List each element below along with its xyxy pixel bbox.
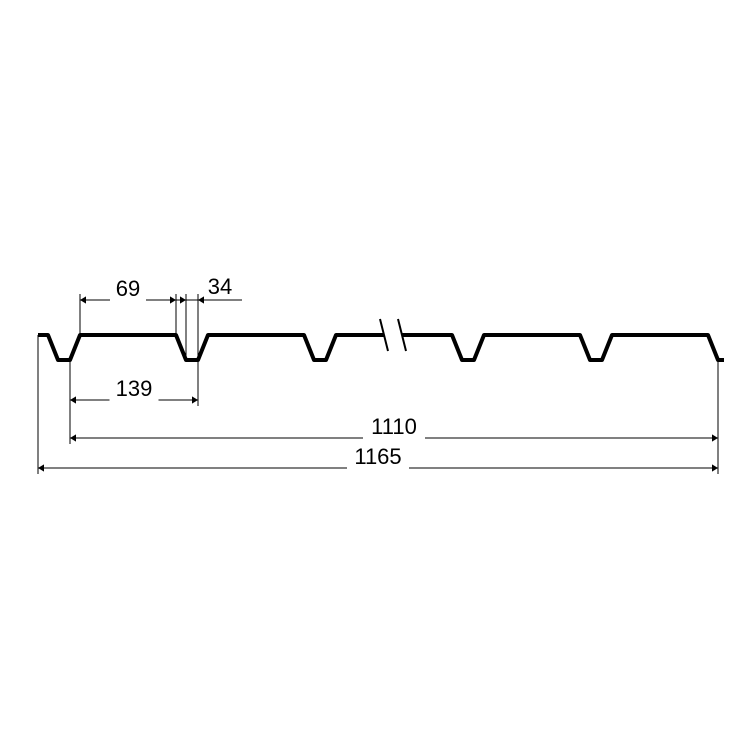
dim-139: 139	[70, 360, 198, 406]
dimension-arrow-icon	[712, 434, 718, 441]
dimension-label: 1110	[371, 414, 417, 439]
profile-right-half	[402, 335, 724, 360]
dimension-label: 34	[208, 274, 232, 299]
sheet-profile	[38, 335, 724, 360]
dimension-arrow-icon	[80, 296, 86, 303]
dimension-arrow-icon	[38, 464, 44, 471]
dimension-arrow-icon	[198, 296, 204, 303]
dim-69: 69	[80, 276, 176, 335]
dimension-arrow-icon	[70, 434, 76, 441]
section-break-marks	[380, 319, 406, 351]
profile-cross-section-diagram: 69 34 139 1110 1165	[0, 0, 750, 750]
dimension-arrow-icon	[70, 396, 76, 403]
dimension-arrow-icon	[180, 296, 186, 303]
dimension-set: 69 34 139 1110 1165	[38, 274, 718, 474]
dimension-label: 1165	[354, 444, 401, 469]
dim-1165: 1165	[38, 335, 718, 474]
dimension-arrow-icon	[192, 396, 198, 403]
profile-left-half	[38, 335, 384, 360]
dimension-label: 69	[116, 276, 140, 301]
dimension-arrow-icon	[712, 464, 718, 471]
dimension-label: 139	[116, 376, 153, 401]
